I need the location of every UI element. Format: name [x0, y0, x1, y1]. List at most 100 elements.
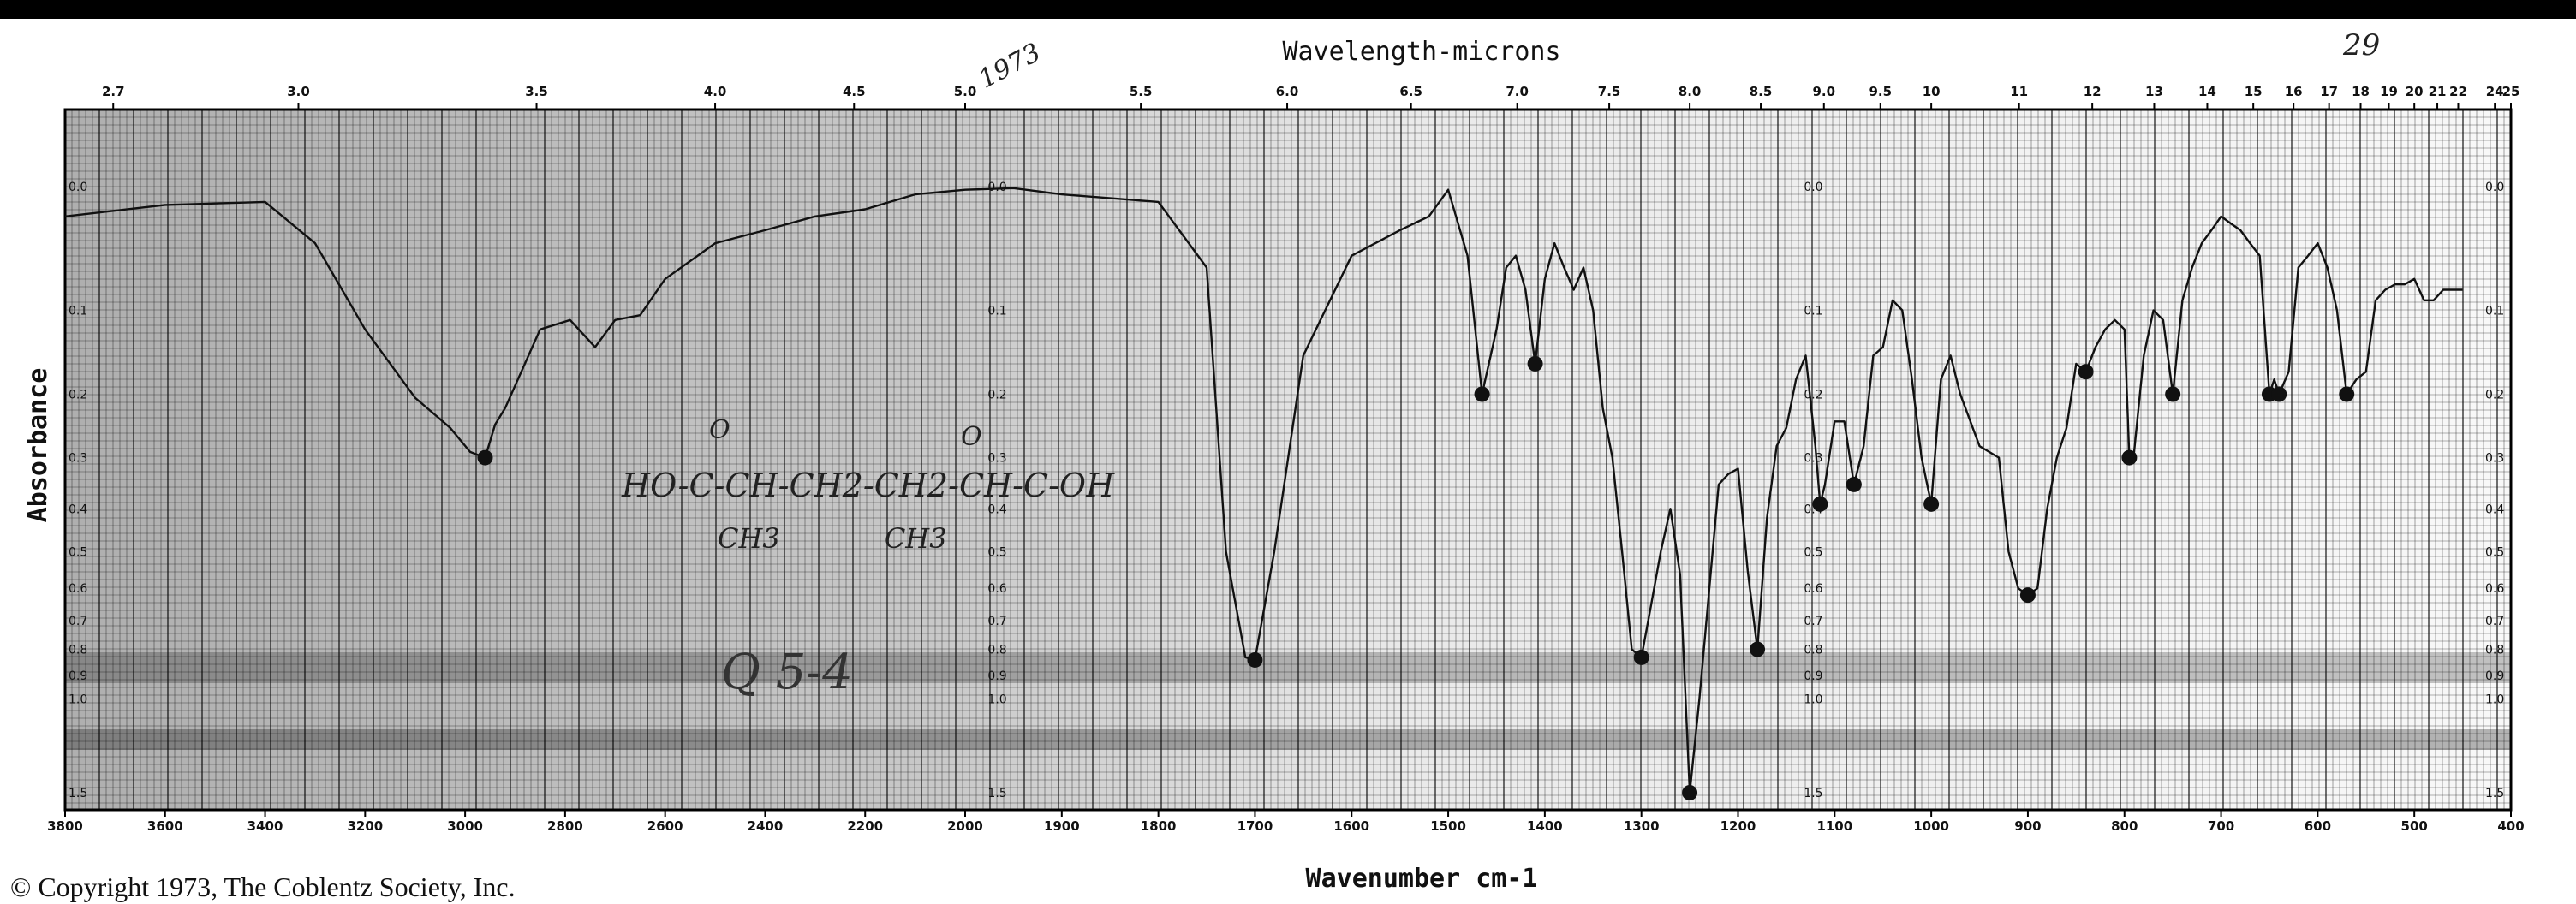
peak-marker	[1474, 386, 1490, 402]
top-tick-label: 19	[2380, 84, 2398, 99]
bottom-tick-label: 2600	[647, 818, 683, 834]
y-tick-label: 1.5	[69, 787, 87, 800]
bottom-tick-label: 2400	[748, 818, 784, 834]
peak-marker	[2019, 587, 2036, 604]
y-tick-label: 1.5	[2485, 787, 2504, 800]
y-tick-label: 0.3	[69, 452, 87, 466]
top-tick-label: 8.0	[1679, 84, 1702, 99]
top-tick-label: 4.5	[843, 84, 866, 99]
handwritten-formula: O O HO-C-CH-CH2-CH2-CH-C-OH CH3 CH3	[621, 415, 1115, 555]
bottom-tick-label: 1900	[1044, 818, 1080, 834]
top-tick-label: 14	[2198, 84, 2216, 99]
peak-marker	[1527, 355, 1543, 372]
peak-marker	[2078, 364, 2094, 380]
formula-o2: O	[961, 422, 982, 452]
top-tick-label: 18	[2352, 84, 2370, 99]
y-tick-label: 0.5	[1804, 545, 1822, 559]
top-tick-label: 3.0	[287, 84, 310, 99]
top-tick-label: 5.5	[1130, 84, 1153, 99]
y-tick-label: 1.0	[987, 693, 1006, 706]
y-tick-label: 0.6	[69, 582, 87, 596]
y-tick-label: 0.9	[69, 669, 87, 683]
y-tick-label: 0.7	[69, 615, 87, 628]
bottom-tick-label: 2000	[947, 818, 983, 834]
bottom-tick-label: 1000	[1913, 818, 1949, 834]
top-tick-label: 6.5	[1399, 84, 1422, 99]
peak-marker	[2339, 386, 2355, 402]
y-tick-label: 1.5	[987, 787, 1006, 800]
top-tick-label: 4.0	[704, 84, 727, 99]
y-tick-label: 0.9	[2485, 669, 2504, 683]
bottom-axis-title: Wavenumber cm-1	[1306, 864, 1538, 894]
bottom-tick-label: 400	[2497, 818, 2524, 834]
y-tick-label: 1.0	[69, 693, 87, 706]
peak-marker	[1247, 651, 1263, 668]
y-tick-label: 0.1	[1804, 305, 1822, 318]
peak-marker	[1750, 641, 1766, 657]
top-tick-label: 15	[2245, 84, 2263, 99]
top-axis-ticks: 2.7 3.0 3.5 4.0 4.5 5.0 5.5 6.0 6.5 7.0 7.5 8.0 8.5 9…	[102, 84, 2519, 110]
top-tick-label: 17	[2320, 84, 2338, 99]
top-black-bar	[0, 0, 2576, 19]
top-tick-label: 11	[2010, 84, 2028, 99]
copyright-notice: © Copyright 1973, The Coblentz Society, …	[10, 871, 516, 902]
y-tick-label: 0.1	[69, 305, 87, 318]
top-tick-label: 10	[1923, 84, 1941, 99]
y-tick-label: 0.3	[987, 452, 1006, 466]
y-tick-label: 0.8	[1804, 644, 1822, 657]
formula-o1: O	[709, 415, 730, 445]
top-tick-label: 2.7	[102, 84, 125, 99]
y-axis-ticks: 0.0 0.0 0.0 0.0 0.1 0.1 0.1 0.1 0.2 0.2 0.2 0.2 0.3 0…	[69, 181, 2504, 800]
y-tick-label: 0.4	[69, 503, 87, 516]
y-tick-label: 0.5	[69, 545, 87, 559]
y-tick-label: 0.5	[2485, 545, 2504, 559]
top-tick-label: 24	[2486, 84, 2504, 99]
bottom-tick-label: 1700	[1237, 818, 1273, 834]
handwritten-code: Q 5-4	[721, 645, 853, 700]
bottom-tick-label: 3600	[147, 818, 183, 834]
top-tick-label: 8.5	[1750, 84, 1773, 99]
peak-marker	[2165, 386, 2181, 402]
spectrum-series-line	[64, 187, 2463, 794]
bottom-tick-label: 3800	[47, 818, 83, 834]
y-tick-label: 0.2	[987, 388, 1006, 401]
top-tick-label: 7.5	[1598, 84, 1621, 99]
formula-line2: CH3 CH3	[718, 522, 947, 555]
y-tick-label: 0.4	[2485, 503, 2504, 516]
y-tick-label: 0.2	[1804, 388, 1822, 401]
y-tick-label: 1.0	[2485, 693, 2504, 706]
bottom-tick-label: 500	[2401, 818, 2428, 834]
y-tick-label: 0.2	[2485, 388, 2504, 401]
bottom-tick-label: 1800	[1141, 818, 1177, 834]
bottom-tick-label: 1400	[1527, 818, 1563, 834]
y-tick-label: 0.8	[2485, 644, 2504, 657]
peak-marker	[1682, 785, 1698, 800]
top-tick-label: 20	[2406, 84, 2424, 99]
top-tick-label: 16	[2285, 84, 2303, 99]
y-tick-label: 0.3	[1804, 452, 1822, 466]
bottom-axis-ticks: 3800 3600 3400 3200 3000 2800 2600 2400 2200 2000…	[47, 810, 2525, 834]
dark-band-upper	[65, 652, 2511, 683]
bottom-tick-label: 1500	[1430, 818, 1466, 834]
y-tick-label: 0.3	[2485, 452, 2504, 466]
bottom-tick-label: 3200	[347, 818, 383, 834]
bottom-tick-label: 700	[2208, 818, 2234, 834]
y-tick-label: 0.8	[987, 644, 1006, 657]
y-tick-label: 0.0	[2485, 181, 2504, 194]
bottom-tick-label: 2200	[847, 818, 883, 834]
y-tick-label: 0.5	[987, 545, 1006, 559]
bottom-tick-label: 1300	[1624, 818, 1660, 834]
handwritten-note-right: 29	[2342, 28, 2380, 62]
peak-marker	[1846, 476, 1862, 492]
handwritten-year: 1973	[974, 38, 1046, 95]
top-tick-label: 25	[2502, 84, 2520, 99]
bottom-tick-label: 1200	[1720, 818, 1756, 834]
peak-marks	[477, 355, 2355, 800]
top-tick-label: 3.5	[525, 84, 548, 99]
y-tick-label: 0.0	[987, 181, 1006, 194]
y-tick-label: 0.9	[987, 669, 1006, 683]
peak-marker	[1812, 496, 1828, 512]
bottom-tick-label: 1100	[1816, 818, 1852, 834]
y-tick-label: 0.9	[1804, 669, 1822, 683]
